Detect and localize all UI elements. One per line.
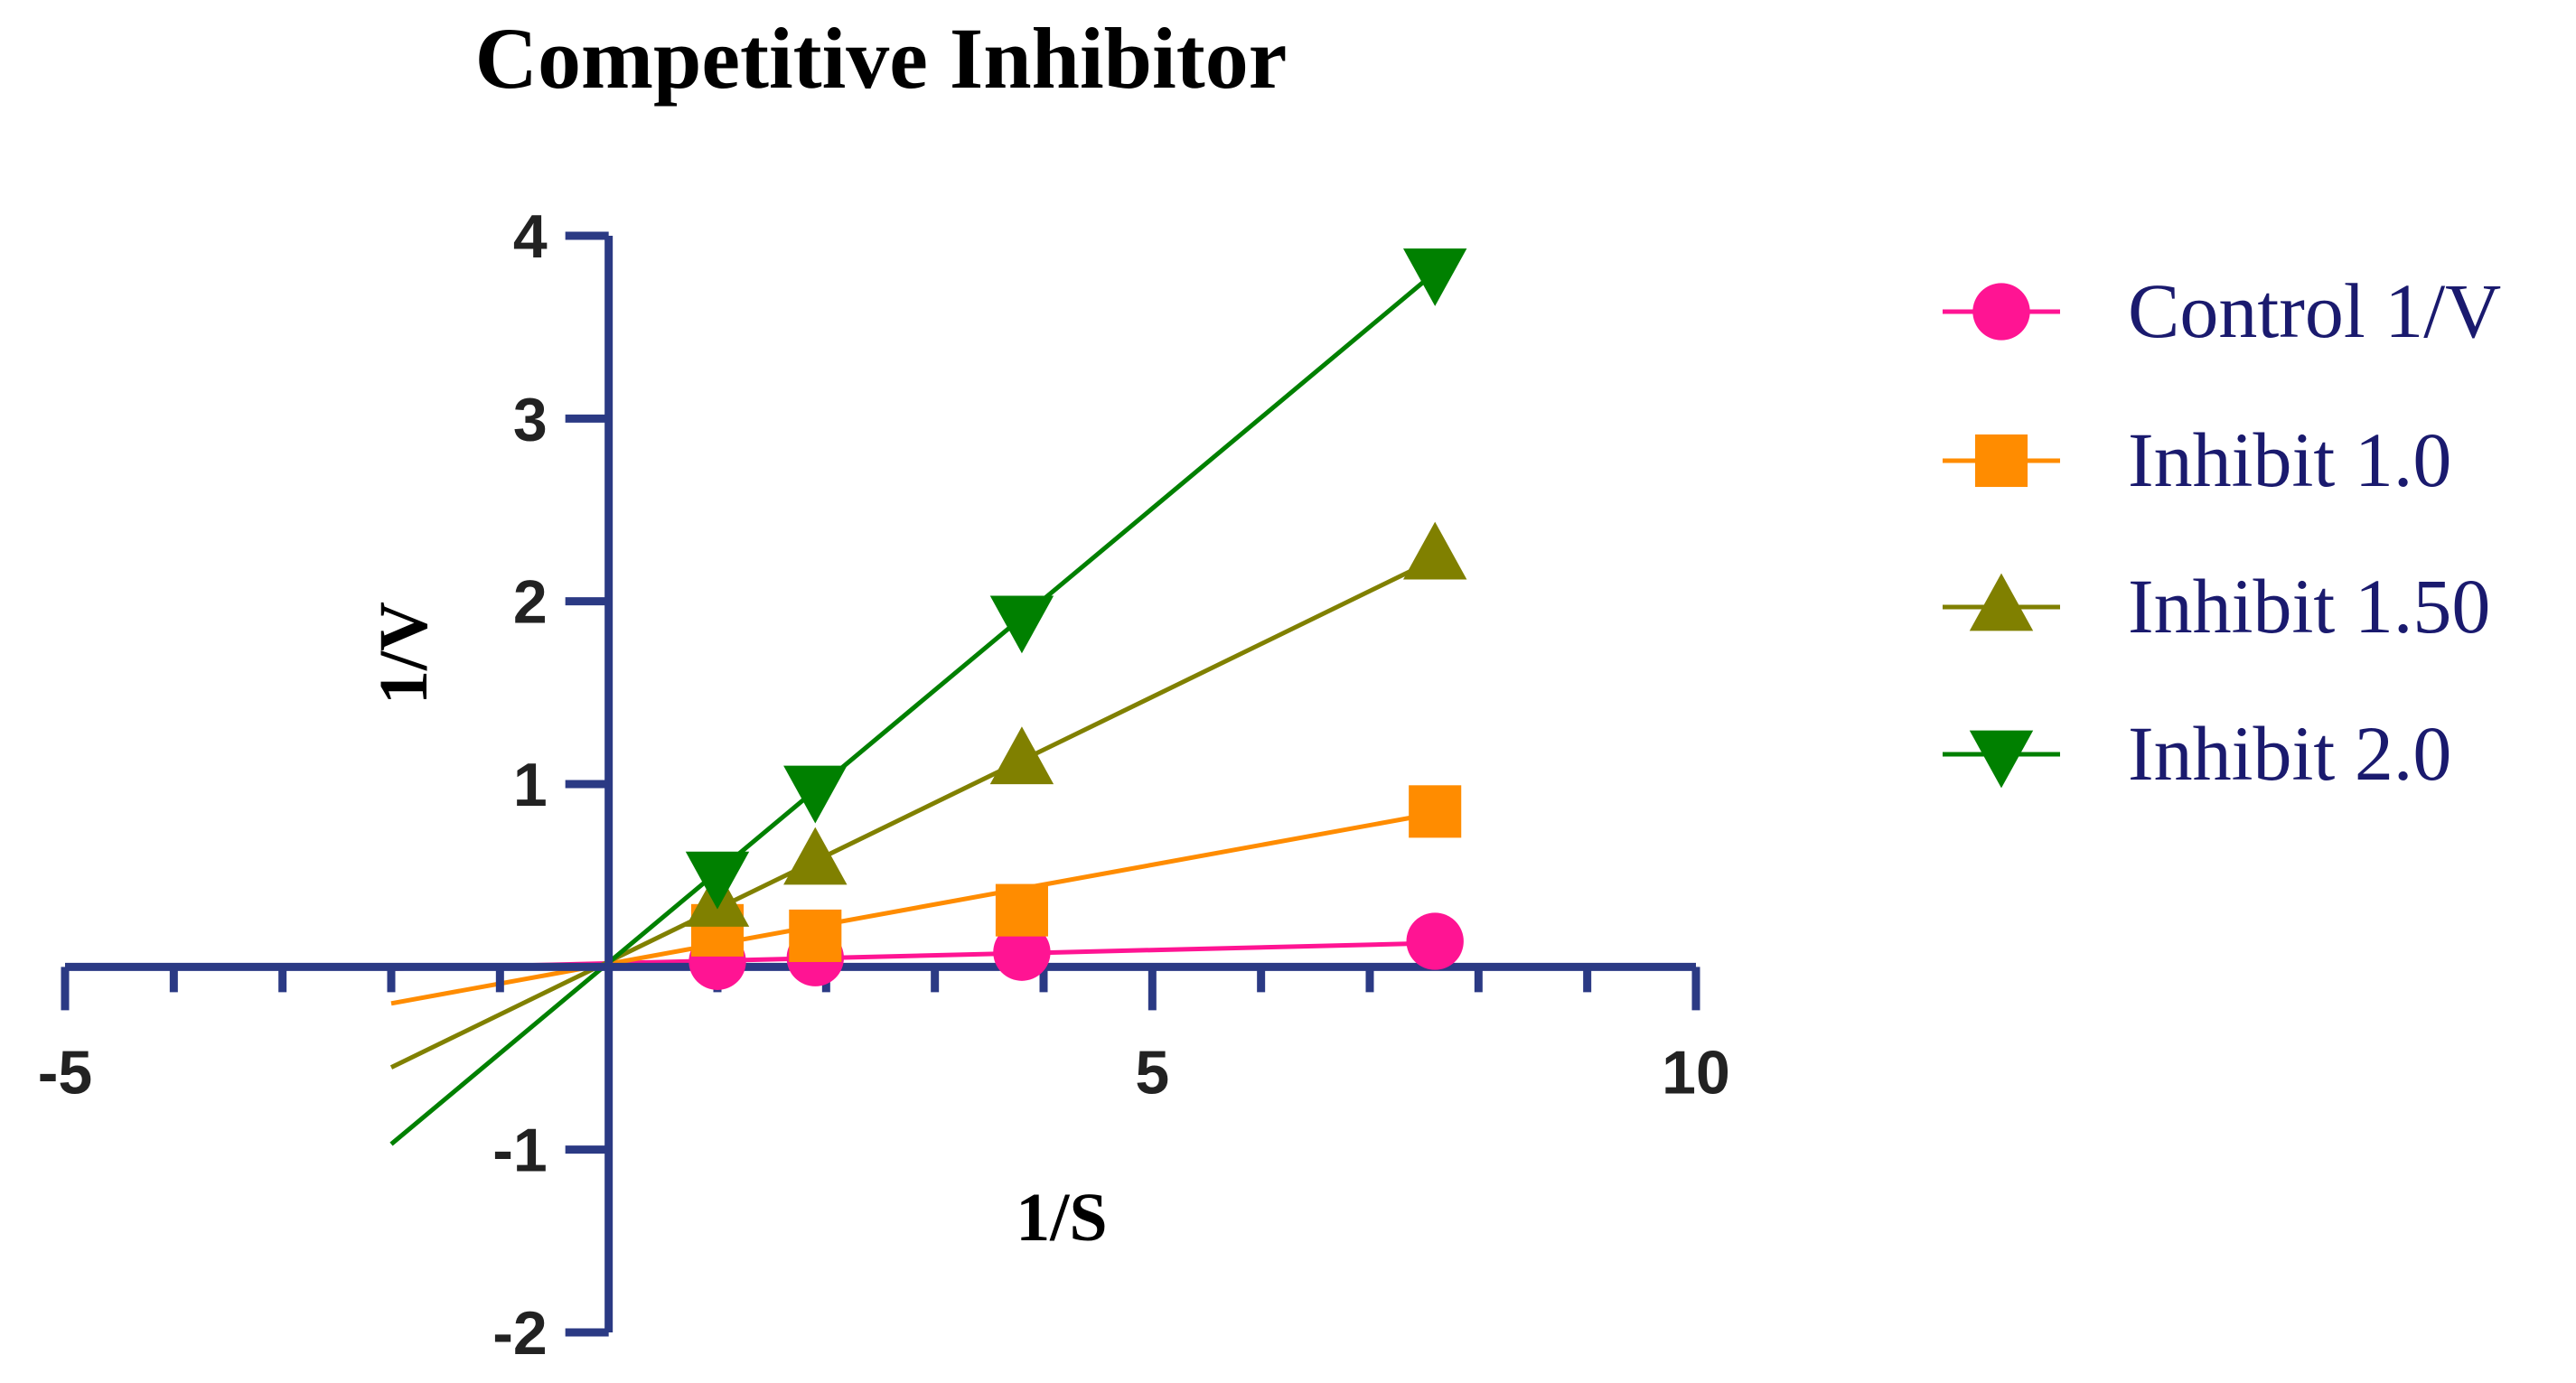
axes: -5 5 10 -2 -1 1 2 3 4	[38, 202, 1730, 1368]
data-point-series-2	[1409, 785, 1462, 838]
legend-label: Control 1/V	[2128, 267, 2501, 354]
y-tick-label: 2	[513, 568, 548, 637]
legend-item: Control 1/V	[1943, 267, 2501, 354]
x-tick-label: 5	[1135, 1038, 1169, 1107]
y-tick-label: 3	[513, 385, 548, 453]
x-tick-label: -5	[38, 1038, 92, 1107]
data-point-series-1	[1406, 912, 1464, 970]
fit-line-series-2	[390, 810, 1436, 1006]
y-tick-label: -2	[492, 1299, 547, 1368]
data-point-series-2	[789, 909, 842, 962]
y-tick-label: 4	[513, 202, 548, 271]
y-tick-label: 1	[513, 751, 548, 819]
legend-label: Inhibit 1.50	[2128, 563, 2490, 649]
data-point-series-4	[685, 851, 750, 910]
legend-marker	[1974, 434, 2028, 488]
data-point-series-3	[1403, 521, 1467, 580]
legend-item: Inhibit 1.50	[1943, 563, 2490, 649]
legend-marker	[1969, 730, 2034, 789]
legend-item: Inhibit 2.0	[1943, 710, 2451, 797]
data-point-series-2	[995, 883, 1048, 937]
data-point-series-1	[993, 923, 1051, 981]
data-point-series-4	[1403, 248, 1467, 306]
data-point-series-3	[783, 827, 848, 885]
plot-markers	[685, 248, 1467, 990]
x-tick-label: 10	[1662, 1038, 1730, 1107]
legend-marker	[1969, 573, 2034, 631]
x-axis-label: 1/S	[1016, 1180, 1107, 1256]
legend-label: Inhibit 2.0	[2128, 710, 2451, 797]
fit-line-series-4	[389, 270, 1437, 1146]
fit-line-series-3	[389, 556, 1437, 1070]
legend: Control 1/V Inhibit 1.0 Inhibit 1.50 Inhibi…	[1943, 267, 2501, 797]
y-axis-label: 1/V	[366, 602, 442, 705]
legend-label: Inhibit 1.0	[2128, 416, 2451, 503]
plot-lines	[389, 270, 1437, 1146]
legend-marker	[1972, 283, 2030, 341]
data-point-series-4	[783, 765, 848, 824]
legend-item: Inhibit 1.0	[1943, 416, 2451, 503]
y-tick-label: -1	[492, 1117, 547, 1185]
chart-title: Competitive Inhibitor	[475, 10, 1288, 107]
data-point-series-4	[989, 595, 1054, 654]
data-point-series-3	[989, 726, 1054, 785]
